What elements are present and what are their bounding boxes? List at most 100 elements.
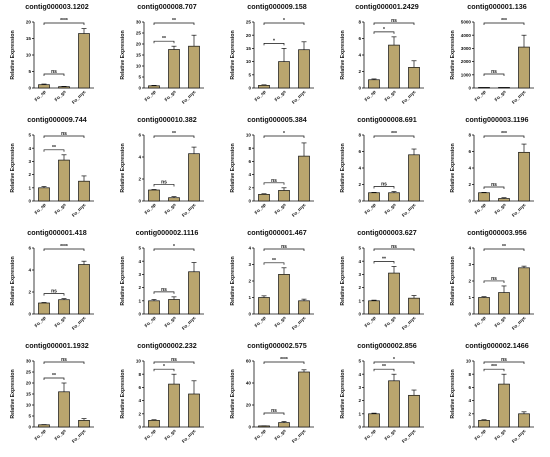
- significance-label: **: [172, 18, 176, 24]
- significance-bracket: [483, 280, 505, 283]
- y-tick-label: 6: [358, 36, 361, 41]
- significance-bracket: [483, 248, 525, 251]
- significance-bracket: [263, 182, 285, 185]
- y-tick-label: 2: [248, 185, 251, 190]
- significance-label: ns: [281, 244, 287, 250]
- bar: [298, 155, 310, 202]
- y-tick-label: 15: [246, 46, 252, 51]
- bar: [188, 393, 200, 428]
- y-tick-label: 3: [468, 262, 471, 267]
- y-tick-label: 10: [466, 359, 472, 364]
- y-tick-label: 4: [358, 259, 361, 264]
- significance-label: **: [52, 373, 56, 379]
- y-tick-label: 8: [468, 133, 471, 138]
- significance-label: *: [163, 364, 165, 370]
- significance-label: ns: [61, 357, 67, 363]
- bar: [38, 84, 50, 89]
- significance-bracket: [43, 149, 65, 152]
- y-tick-label: 5: [28, 69, 31, 74]
- y-tick-label: 10: [26, 53, 32, 58]
- significance-label: *: [383, 27, 385, 33]
- y-tick-label: 2: [138, 177, 141, 182]
- chart-title: contig000001.467: [247, 228, 307, 237]
- significance-label: ns: [61, 131, 67, 137]
- chart-panel: contig000001.467 Relative Expression 0 1 2 3 4…: [230, 228, 314, 331]
- significance-label: ns: [381, 182, 387, 188]
- significance-bracket: [153, 22, 195, 25]
- y-tick-label: 20: [26, 381, 32, 386]
- y-tick-label: 4: [248, 246, 251, 251]
- bar: [408, 297, 420, 315]
- significance-bracket: [373, 135, 415, 138]
- chart-panel: contig000001.1932 Relative Expression 0 5 10…: [10, 341, 94, 444]
- significance-label: ****: [60, 18, 68, 24]
- y-tick-label: 5: [28, 414, 31, 419]
- bar: [478, 192, 490, 202]
- significance-bracket: [43, 22, 85, 25]
- x-tick-label: Fo_gs: [384, 202, 397, 215]
- y-tick-label: 0: [358, 312, 361, 317]
- significance-bracket: [483, 368, 505, 372]
- y-tick-label: 4: [138, 398, 141, 403]
- significance-label: ***: [491, 364, 497, 370]
- y-tick-label: 2: [468, 182, 471, 187]
- y-tick-label: 0: [28, 86, 31, 91]
- chart-panel: contig000010.382 Relative Expression 0 2 4 6 F…: [120, 115, 204, 218]
- y-tick-label: 6: [468, 385, 471, 390]
- bar: [168, 299, 180, 315]
- y-tick-label: 0: [248, 86, 251, 91]
- x-tick-label: Fo_myc: [511, 315, 527, 331]
- significance-label: ns: [391, 244, 397, 250]
- bar: [278, 61, 290, 89]
- x-tick-label: Fo_myc: [71, 202, 87, 218]
- y-axis-label: Relative Expression: [230, 369, 236, 418]
- chart-title: contig000003.627: [357, 228, 417, 237]
- y-tick-label: 0: [248, 199, 251, 204]
- y-tick-label: 4: [468, 166, 471, 171]
- y-tick-label: 0: [28, 199, 31, 204]
- chart-title: contig000001.1932: [25, 341, 89, 350]
- y-tick-label: 1000: [461, 72, 472, 77]
- significance-label: ns: [491, 69, 497, 75]
- significance-bracket: [483, 73, 505, 76]
- x-tick-label: Fo_myc: [181, 315, 197, 331]
- x-tick-label: Fo_gs: [164, 428, 177, 441]
- y-tick-label: 3000: [461, 46, 472, 51]
- chart-panel: contig000001.2429 Relative Expression 0 2 4 6…: [340, 2, 424, 105]
- x-tick-label: Fo_gs: [164, 315, 177, 328]
- significance-bracket: [373, 22, 415, 25]
- y-tick-label: 0: [468, 312, 471, 317]
- y-tick-label: 0: [248, 425, 251, 430]
- y-tick-label: 4: [358, 372, 361, 377]
- significance-bracket: [263, 135, 305, 138]
- bar: [58, 86, 70, 89]
- y-tick-label: 3: [358, 272, 361, 277]
- x-tick-label: Fo_sp: [364, 202, 377, 215]
- y-tick-label: 4: [248, 172, 251, 177]
- y-tick-label: 40: [246, 381, 252, 386]
- chart-panel: contig000009.744 Relative Expression 0 1 2 3 4…: [10, 115, 94, 218]
- bar: [368, 192, 380, 202]
- significance-bracket: [263, 43, 285, 46]
- significance-label: *: [393, 357, 395, 363]
- y-tick-label: 0: [28, 425, 31, 430]
- y-tick-label: 3: [138, 272, 141, 277]
- x-tick-label: Fo_gs: [54, 428, 67, 441]
- chart-panel: contig000003.956 Relative Expression 0 1 2 3 4…: [450, 228, 534, 331]
- x-tick-label: Fo_myc: [181, 428, 197, 444]
- x-tick-label: Fo_gs: [274, 89, 287, 102]
- x-tick-label: Fo_gs: [384, 89, 397, 102]
- y-tick-label: 0: [28, 312, 31, 317]
- y-tick-label: 5: [138, 75, 141, 80]
- y-tick-label: 3: [28, 159, 31, 164]
- significance-bracket: [373, 361, 415, 364]
- significance-bracket: [373, 368, 395, 372]
- y-tick-label: 25: [26, 370, 32, 375]
- bar: [408, 67, 420, 89]
- y-tick-label: 2: [358, 398, 361, 403]
- significance-bracket: [373, 248, 415, 251]
- y-tick-label: 6: [468, 149, 471, 154]
- chart-panel: contig000003.1196 Relative Expression 0 2 4 6…: [450, 115, 534, 218]
- chart-panel: contig000002.232 Relative Expression 0 2 4 6 8…: [120, 341, 204, 444]
